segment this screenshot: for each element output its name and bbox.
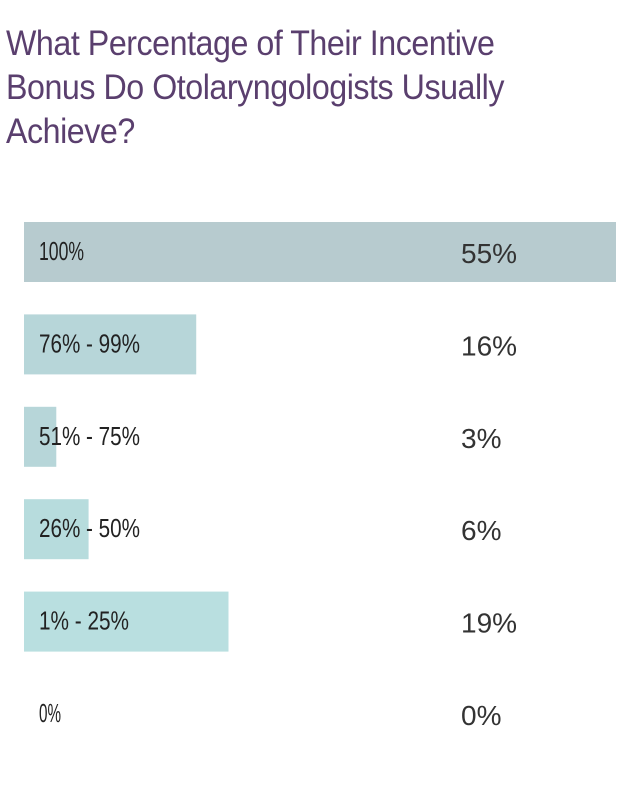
category-label-3: 26% - 50% xyxy=(39,513,140,543)
value-label-5: 0% xyxy=(461,700,501,731)
value-label-0: 55% xyxy=(461,238,517,269)
value-label-2: 3% xyxy=(461,423,501,454)
bar-3 xyxy=(24,499,89,560)
bar-1 xyxy=(24,314,197,375)
chart-title: What Percentage of Their Incentive Bonus… xyxy=(6,24,505,151)
value-label-1: 16% xyxy=(461,330,517,361)
bar-2 xyxy=(24,406,57,467)
category-label-1: 76% - 99% xyxy=(39,328,140,358)
bar-4 xyxy=(24,591,229,652)
bar-0 xyxy=(24,222,616,282)
value-label-3: 6% xyxy=(461,515,501,546)
category-label-5: 0% xyxy=(39,698,61,728)
value-label-4: 19% xyxy=(461,608,517,639)
category-label-4: 1% - 25% xyxy=(39,606,129,636)
category-label-0: 100% xyxy=(39,236,84,266)
category-label-2: 51% - 75% xyxy=(39,421,140,451)
